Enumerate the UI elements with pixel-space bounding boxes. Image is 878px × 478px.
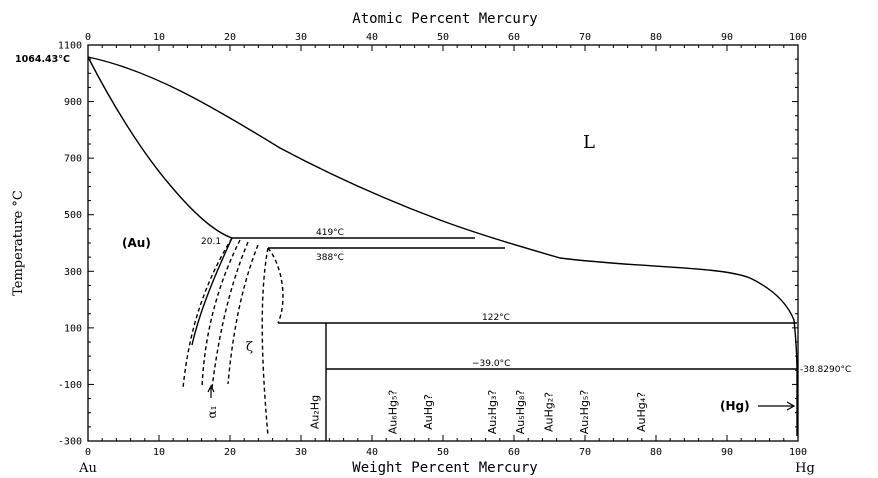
top-tick-label: 90 [721,32,733,43]
bottom-tick-label: 60 [508,447,520,458]
top-tick-label: 70 [579,32,591,43]
y-axis-title: Temperature °C [11,190,26,296]
bottom-axis-title: Weight Percent Mercury [352,460,537,476]
compound-label: Au₆Hg₅? [386,390,399,435]
label-20-1: 20.1 [201,237,221,247]
y-tick-label: 300 [64,267,82,278]
bottom-tick-label: 70 [579,447,591,458]
dashed-boundary-2 [201,239,241,389]
label-122: 122°C [482,313,510,323]
top-tick-label: 100 [789,32,807,43]
compound-label: Au₂Hg₃? [486,390,499,435]
top-tick-label: 20 [224,32,236,43]
compound-label: AuHg? [422,394,435,430]
hg-melt-label: -38.8290°C [800,365,851,375]
element-hg-label: Hg [795,461,815,476]
alpha1-arrow [207,384,215,398]
bottom-axis-ticks: 0 10 20 30 40 50 60 70 80 90 100 [85,435,807,458]
y-tick-label: 1100 [58,41,82,52]
zeta-boundary-right [267,247,284,324]
alpha1-label: α₁ [205,406,219,419]
compound-label: Au₅Hg₈? [514,390,527,435]
top-tick-label: 0 [85,32,91,43]
plot-frame [87,44,799,442]
bottom-tick-label: 50 [437,447,449,458]
label-419: 419°C [316,228,344,238]
au-solvus-curve [191,237,233,346]
compound-label: Au₂Hg₅? [578,390,591,435]
top-tick-label: 80 [650,32,662,43]
compound-label: AuHg₄? [635,392,648,432]
bottom-tick-label: 10 [153,447,165,458]
zeta-label: ζ [246,340,253,355]
top-axis-title: Atomic Percent Mercury [352,11,537,27]
hg-solid-label: (Hg) [720,399,750,413]
element-au-label: Au [78,461,97,476]
top-axis-ticks: 0 10 20 30 40 50 60 70 80 90 100 [85,32,807,51]
y-tick-label: 500 [64,210,82,221]
label-m39: −39.0°C [472,359,510,369]
y-tick-label: 900 [64,97,82,108]
liquid-region-label: L [583,132,595,153]
bottom-tick-label: 0 [85,447,91,458]
hg-arrow [758,401,796,411]
top-tick-label: 60 [508,32,520,43]
bottom-tick-label: 100 [789,447,807,458]
top-tick-label: 40 [366,32,378,43]
zeta-boundary-left [261,247,269,437]
y-tick-label: 700 [64,154,82,165]
au-melt-label: 1064.43°C [15,54,70,65]
au-solid-label: (Au) [122,236,151,250]
y-tick-label: -100 [58,380,82,391]
bottom-tick-label: 80 [650,447,662,458]
bottom-tick-label: 40 [366,447,378,458]
bottom-tick-label: 30 [295,447,307,458]
dashed-boundary-1 [182,237,233,389]
bottom-tick-label: 20 [224,447,236,458]
dashed-boundary-3 [211,241,249,389]
y-tick-label: -300 [58,437,82,448]
bottom-tick-label: 90 [721,447,733,458]
compound-label: Au₂Hg [308,395,321,429]
compound-label: AuHg₂? [543,392,556,432]
au-solidus-curve [87,56,233,239]
top-tick-label: 10 [153,32,165,43]
compound-labels: Au₂Hg Au₆Hg₅? AuHg? Au₂Hg₃? Au₅Hg₈? AuHg₂? Au₂… [308,390,648,435]
left-axis-ticks: 1100 900 700 500 300 100 -100 -300 [58,41,94,448]
top-tick-label: 30 [295,32,307,43]
top-tick-label: 50 [437,32,449,43]
dashed-boundary-4 [227,244,259,385]
liquidus-curve [87,56,798,373]
label-388: 388°C [316,253,344,263]
y-tick-label: 100 [64,323,82,334]
